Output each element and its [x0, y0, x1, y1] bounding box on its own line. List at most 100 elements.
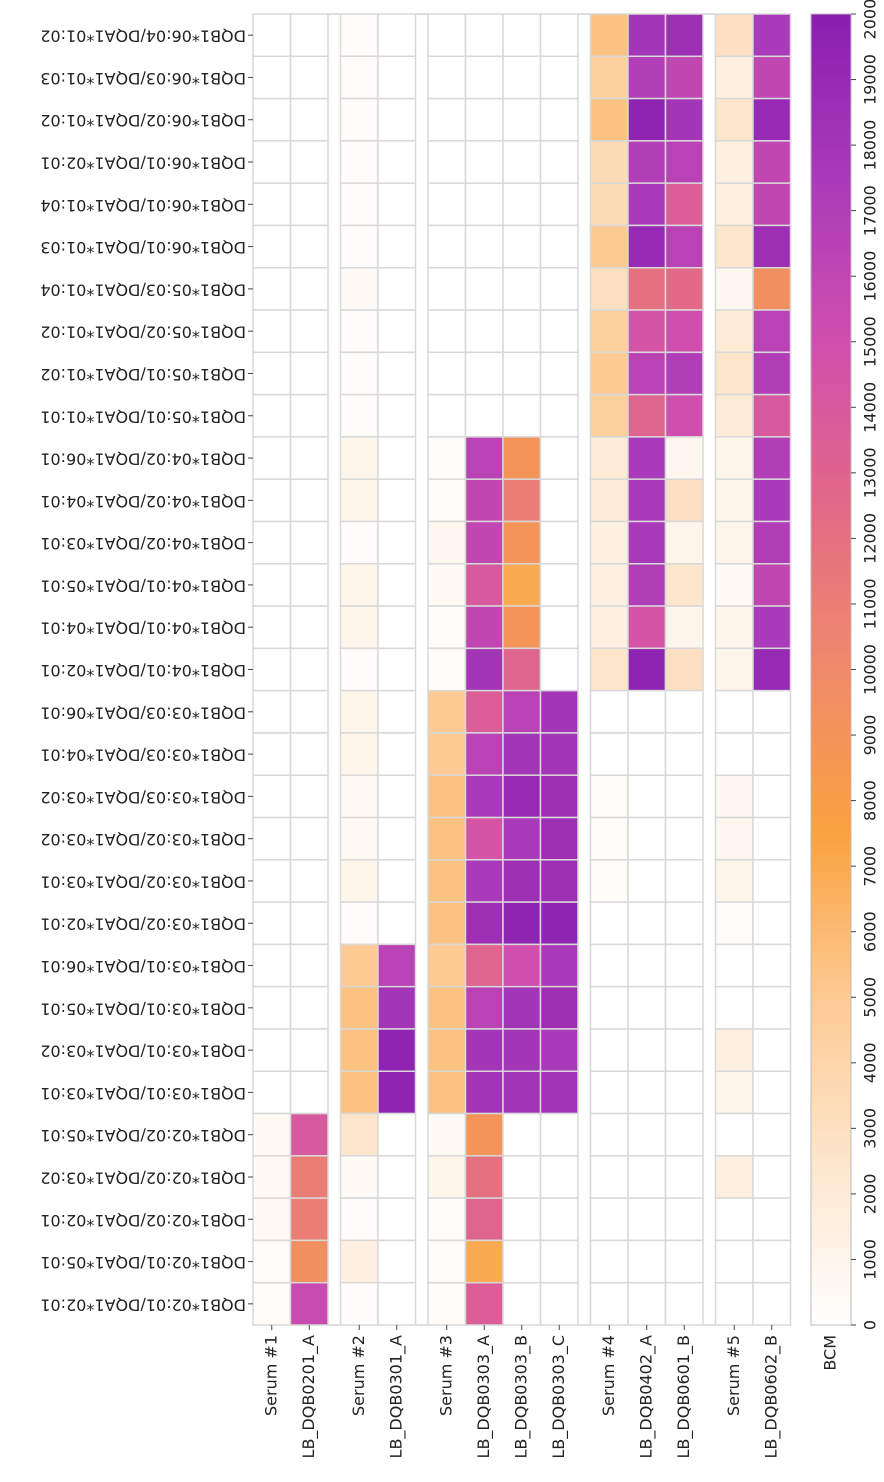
heat-cell: [627, 901, 667, 946]
row-label: DQB1*04:01/DQA1*04:01: [40, 619, 246, 638]
heat-cell: [664, 478, 704, 523]
heat-cell: [539, 266, 579, 311]
heat-cell: [539, 1281, 579, 1326]
row-label: DQB1*06:01/DQA1*01:03: [40, 238, 246, 257]
heat-cell: [627, 478, 667, 523]
row-label: DQB1*03:01/DQA1*03:01: [40, 1084, 246, 1103]
heat-cell: [714, 520, 754, 565]
heat-cell: [714, 859, 754, 903]
row-label: DQB1*02:01/DQA1*02:01: [40, 1295, 246, 1314]
heat-cell: [502, 266, 542, 311]
heat-cell: [377, 478, 417, 523]
heat-cell: [539, 605, 579, 650]
heat-cell: [427, 393, 467, 438]
row-label: DQB1*04:02/DQA1*03:01: [40, 534, 246, 553]
heat-cell: [339, 901, 379, 946]
heat-cell: [752, 985, 792, 1030]
heat-cell: [502, 689, 542, 734]
heat-cell: [464, 182, 504, 227]
heat-cell: [377, 224, 417, 269]
heat-cell: [627, 1281, 667, 1326]
heat-cell: [502, 478, 542, 523]
heat-cell: [427, 732, 467, 776]
row-label: DQB1*02:02/DQA1*05:01: [40, 1126, 246, 1145]
heat-cell: [427, 859, 467, 903]
heat-cell: [464, 859, 504, 903]
heat-cell: [539, 647, 579, 692]
heat-cell: [664, 97, 704, 142]
heat-cell: [339, 1028, 379, 1073]
heat-cell: [427, 13, 467, 58]
heat-cell: [464, 140, 504, 184]
heat-cell: [627, 351, 667, 396]
heat-cell: [339, 816, 379, 861]
heat-cell: [377, 182, 417, 227]
heat-cell: [627, 732, 667, 776]
heat-cell: [289, 901, 329, 946]
heat-cell: [627, 520, 667, 565]
heat-cell: [752, 1070, 792, 1115]
heat-cell: [627, 1112, 667, 1157]
row-label: DQB1*03:03/DQA1*04:01: [40, 746, 246, 765]
heat-cell: [664, 55, 704, 100]
heat-cell: [464, 266, 504, 311]
heat-cell: [627, 943, 667, 988]
heat-cell: [714, 182, 754, 227]
heat-cell: [252, 1155, 292, 1199]
heat-cell: [427, 520, 467, 565]
heat-cell: [714, 985, 754, 1030]
heat-cell: [377, 901, 417, 946]
heat-cell: [427, 689, 467, 734]
heat-cell: [752, 1028, 792, 1073]
heat-cell: [464, 774, 504, 819]
heat-cell: [664, 1197, 704, 1242]
heat-cell: [502, 563, 542, 607]
heat-cell: [289, 732, 329, 776]
heat-cell: [339, 774, 379, 819]
heat-cell: [714, 309, 754, 354]
heat-cell: [339, 605, 379, 650]
row-label: DQB1*03:02/DQA1*03:01: [40, 872, 246, 891]
heat-cell: [752, 436, 792, 480]
heat-cell: [339, 97, 379, 142]
heat-cell: [664, 647, 704, 692]
heat-cell: [589, 97, 629, 142]
row-label: DQB1*03:01/DQA1*03:02: [40, 1042, 246, 1061]
heat-cell: [752, 1155, 792, 1199]
heat-cell: [539, 563, 579, 607]
heat-cell: [464, 1028, 504, 1073]
heat-cell: [589, 605, 629, 650]
heat-cell: [377, 1155, 417, 1199]
heat-cell: [589, 140, 629, 184]
heat-cell: [714, 732, 754, 776]
heat-cell: [377, 1112, 417, 1157]
heat-cell: [539, 732, 579, 776]
heat-cell: [539, 478, 579, 523]
row-label: DQB1*04:01/DQA1*05:01: [40, 576, 246, 595]
colorbar-tick-label: 15000: [861, 316, 880, 367]
heat-cell: [427, 816, 467, 861]
heat-cell: [539, 774, 579, 819]
colorbar-tick-label: 9000: [861, 715, 880, 756]
heat-cell: [252, 1197, 292, 1242]
heat-cell: [427, 224, 467, 269]
heat-cell: [589, 182, 629, 227]
heat-cell: [589, 1281, 629, 1326]
heat-cell: [339, 520, 379, 565]
heat-cell: [464, 520, 504, 565]
heat-cell: [752, 351, 792, 396]
heat-cell: [752, 1239, 792, 1284]
heat-cell: [752, 140, 792, 184]
heat-cell: [339, 224, 379, 269]
heat-cell: [714, 13, 754, 58]
heat-cell: [252, 97, 292, 142]
heat-cell: [664, 351, 704, 396]
heat-cell: [664, 1239, 704, 1284]
heat-cell: [539, 1197, 579, 1242]
heat-cell: [427, 182, 467, 227]
heat-cell: [752, 943, 792, 988]
heat-cell: [714, 943, 754, 988]
heat-cell: [377, 13, 417, 58]
heat-cell: [627, 97, 667, 142]
heat-cell: [714, 605, 754, 650]
